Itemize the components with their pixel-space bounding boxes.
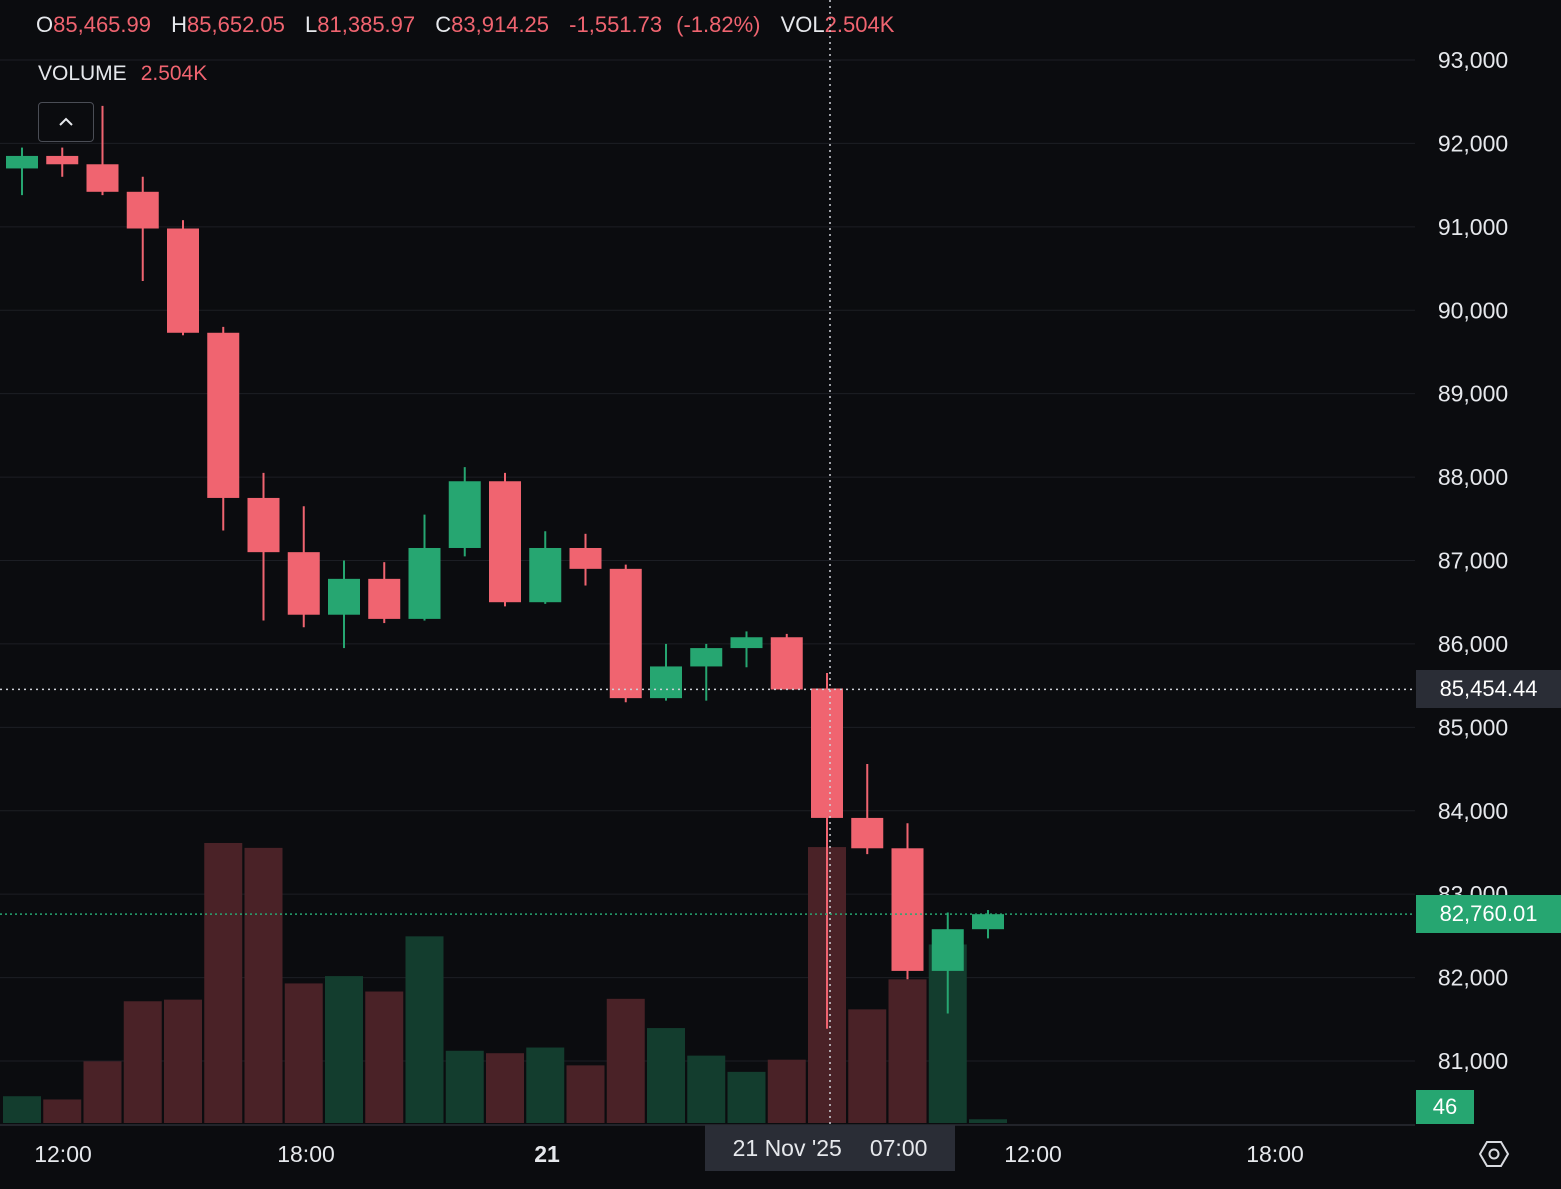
y-tick-label: 87,000 (1438, 548, 1508, 574)
y-tick-label: 92,000 (1438, 130, 1508, 156)
candle-body (931, 929, 964, 971)
crosshair-date: 21 Nov '25 (732, 1134, 842, 1161)
y-tick-label: 81,000 (1438, 1048, 1508, 1074)
candle-body (6, 155, 38, 169)
change-value: -1,551.73 (569, 12, 663, 37)
candle-body (86, 164, 119, 192)
close-value: 83,914.25 (451, 12, 550, 37)
candle-body (167, 228, 199, 333)
crosshair-time-label: 21 Nov '25 07:00 (705, 1125, 955, 1171)
change-percent: (-1.82%) (676, 12, 761, 37)
candle-body (247, 497, 280, 553)
volume-bar (405, 936, 444, 1123)
volume-bar (164, 999, 202, 1123)
low-value: 81,385.97 (317, 12, 416, 37)
volume-bar (848, 1009, 887, 1123)
volume-value: 2.504K (140, 62, 208, 85)
candle-body (972, 914, 1004, 930)
volume-legend: VOLUME 2.504K (38, 62, 207, 86)
volume-bar (244, 847, 283, 1123)
volume-bar (647, 1028, 685, 1123)
volume-bar (284, 983, 323, 1123)
candle-body (46, 155, 79, 165)
y-tick-label: 85,000 (1438, 714, 1508, 740)
volume-bar (928, 944, 967, 1123)
chevron-up-icon (59, 117, 73, 126)
candle-body (609, 568, 642, 699)
y-tick-label: 91,000 (1438, 214, 1508, 240)
x-tick-label: 18:00 (1246, 1141, 1304, 1167)
volume-bar (526, 1047, 565, 1123)
high-value: 85,652.05 (187, 12, 285, 37)
candle-body (328, 578, 360, 615)
y-tick-label: 84,000 (1438, 798, 1508, 824)
volume-bar (365, 991, 404, 1123)
volume-bar (888, 979, 927, 1123)
x-tick-label: 18:00 (277, 1141, 335, 1167)
vol-key: VOL (780, 12, 825, 37)
ohlc-legend: O85,465.99 H85,652.05 L81,385.97 C83,914… (36, 12, 908, 38)
last-price-label: 82,760.01 (1416, 895, 1561, 934)
candle-body (690, 648, 723, 667)
crosshair-price-label: 85,454.44 (1416, 670, 1561, 709)
collapse-legend-button[interactable] (38, 102, 94, 142)
open-value: 85,465.99 (53, 12, 151, 37)
volume-value-tag: 46 (1416, 1090, 1474, 1124)
candle-body (207, 332, 240, 498)
candle-body (569, 547, 602, 569)
volume-bar (606, 998, 645, 1123)
volume-bar (325, 976, 363, 1123)
candle-body (650, 666, 682, 699)
y-tick-label: 82,000 (1438, 965, 1508, 991)
candle-body (730, 637, 763, 649)
y-tick-label: 89,000 (1438, 381, 1508, 407)
crosshair-time: 07:00 (869, 1134, 928, 1161)
volume-bar (969, 1119, 1007, 1123)
y-tick-label: 93,000 (1438, 47, 1508, 73)
x-tick-label: 21 (534, 1141, 560, 1167)
volume-bar (767, 1059, 806, 1123)
candle-body (489, 481, 521, 603)
candle-body (448, 481, 481, 548)
volume-bar (43, 1099, 82, 1123)
volume-bar (808, 847, 846, 1123)
vol-value: 2.504K (824, 12, 895, 37)
volume-label: VOLUME (38, 62, 127, 85)
candle-body (287, 552, 320, 615)
low-key: L (305, 12, 318, 37)
volume-bar (445, 1050, 484, 1123)
volume-bar (123, 1001, 162, 1123)
volume-bar (566, 1065, 605, 1123)
volume-bar (3, 1096, 41, 1123)
volume-bar (687, 1055, 726, 1123)
candle-body (368, 578, 401, 619)
x-tick-label: 12:00 (1004, 1141, 1062, 1167)
volume-bar (204, 843, 243, 1123)
candle-body (811, 688, 843, 818)
candle-body (529, 547, 562, 603)
close-key: C (435, 12, 452, 37)
y-tick-label: 88,000 (1438, 464, 1508, 490)
high-key: H (171, 12, 188, 37)
candle-body (891, 848, 924, 971)
open-key: O (36, 12, 54, 37)
candle-body (126, 191, 159, 229)
candle-body (851, 817, 884, 849)
volume-bar (727, 1071, 766, 1123)
volume-bar (83, 1061, 122, 1123)
x-tick-label: 12:00 (34, 1141, 92, 1167)
volume-bar (486, 1053, 524, 1123)
y-tick-label: 90,000 (1438, 297, 1508, 323)
candle-body (770, 637, 803, 690)
candle-body (408, 547, 441, 619)
y-tick-label: 86,000 (1438, 631, 1508, 657)
settings-icon[interactable] (1478, 1138, 1510, 1170)
